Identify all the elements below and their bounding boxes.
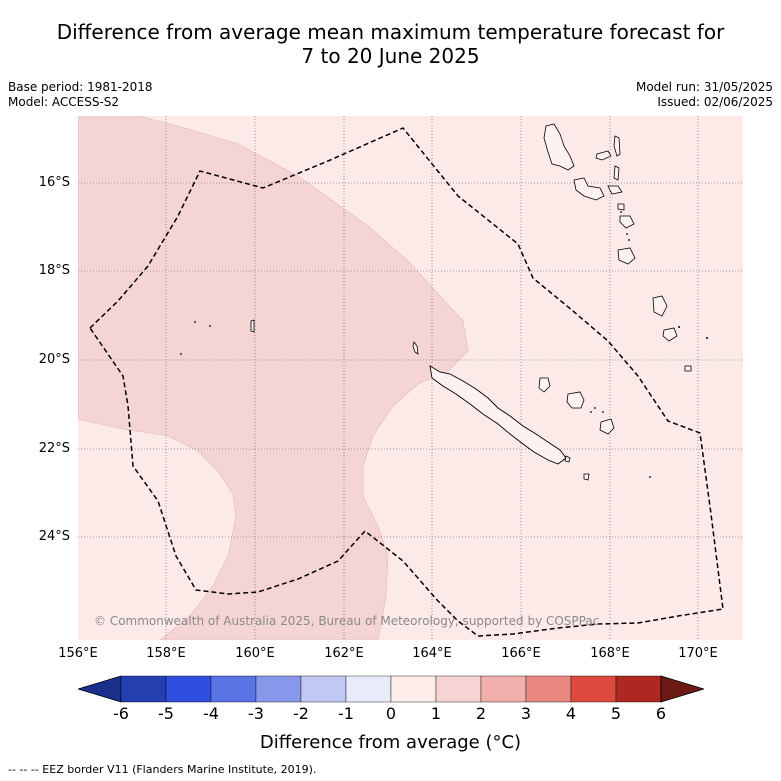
efate-island — [619, 215, 635, 229]
meta-right: Model run: 31/05/2025 Issued: 02/06/2025 — [636, 80, 773, 110]
southern-islet-3 — [649, 476, 651, 478]
colorbar-tick-label: 3 — [520, 704, 532, 723]
colorbar-tick-label: 2 — [475, 704, 487, 723]
colorbar-segment — [210, 675, 257, 703]
colorbar-tick-label: -2 — [293, 704, 309, 723]
eez-border — [89, 127, 724, 637]
vanuatu-islet-2 — [626, 233, 628, 235]
lat-label-24s: 24°S — [38, 529, 70, 544]
ambrym-island — [607, 185, 623, 195]
colorbar-segment — [525, 675, 572, 703]
colorbar-extend-high — [660, 675, 706, 703]
map-panel: © Commonwealth of Australia 2025, Bureau… — [77, 115, 743, 641]
chart-title-line1: Difference from average mean maximum tem… — [56, 20, 725, 44]
ouvea-island — [538, 377, 551, 393]
gridlines — [78, 116, 743, 640]
colorbar-segment — [480, 675, 527, 703]
model-run-label: Model run: 31/05/2025 — [635, 80, 773, 94]
colorbar-tick-label: 6 — [655, 704, 667, 723]
lon-label-170e: 170°E — [678, 646, 718, 661]
colorbar-segment — [345, 675, 392, 703]
maewo-island — [613, 135, 621, 157]
colorbar-segment — [165, 675, 212, 703]
isle-of-pines — [564, 455, 571, 463]
tanna-island — [652, 295, 668, 317]
hunter-dot — [706, 337, 708, 339]
lat-label-20s: 20°S — [38, 352, 70, 367]
chesterfield-dot-1 — [194, 321, 196, 323]
aneityum-island — [662, 327, 678, 342]
issued-label: Issued: 02/06/2025 — [657, 95, 773, 109]
lat-label-16s: 16°S — [38, 175, 70, 190]
colorbar-tick-label: 0 — [385, 704, 397, 723]
colorbar-tick-label: -4 — [203, 704, 219, 723]
colorbar-tick-label: -3 — [248, 704, 264, 723]
walpole-island — [583, 473, 590, 481]
colorbar-segment — [120, 675, 167, 703]
copyright-watermark: © Commonwealth of Australia 2025, Bureau… — [94, 614, 600, 628]
colorbar-extend-low — [76, 675, 122, 703]
model-label: Model: ACCESS-S2 — [8, 95, 120, 109]
anomaly-region-1-2 — [77, 115, 469, 641]
lon-label-166e: 166°E — [501, 646, 541, 661]
colorbar-segment — [570, 675, 617, 703]
malekula-island — [573, 177, 605, 201]
matthew-island — [684, 365, 692, 372]
colorbar-segment — [390, 675, 437, 703]
belep-islands — [412, 341, 419, 355]
meta-left: Base period: 1981-2018 Model: ACCESS-S2 — [8, 80, 153, 110]
lat-label-18s: 18°S — [38, 263, 70, 278]
colorbar-tick-label: 1 — [430, 704, 442, 723]
chesterfield-dot-2 — [209, 325, 211, 327]
loyalty-islet-1 — [594, 407, 596, 409]
vanuatu-islet-1 — [620, 211, 622, 213]
colorbar-segment — [615, 675, 662, 703]
vanuatu-islet-3 — [628, 239, 630, 241]
pentecost-island — [613, 165, 620, 181]
chart-title-line2: 7 to 20 June 2025 — [301, 44, 480, 68]
eez-footnote: -- -- -- EEZ border V11 (Flanders Marine… — [8, 763, 317, 776]
southern-islet-1 — [590, 411, 592, 413]
lon-label-162e: 162°E — [324, 646, 364, 661]
colorbar-segment — [255, 675, 302, 703]
ambae-island — [595, 150, 612, 161]
chesterfield-dot-3 — [180, 353, 182, 355]
base-period-label: Base period: 1981-2018 — [8, 80, 153, 94]
southern-islet-2 — [602, 411, 604, 413]
colorbar-svg — [76, 675, 706, 703]
lat-label-22s: 22°S — [38, 441, 70, 456]
lon-label-156e: 156°E — [58, 646, 98, 661]
chesterfield-islet — [250, 319, 255, 333]
lon-label-168e: 168°E — [590, 646, 630, 661]
colorbar-tick-label: -1 — [338, 704, 354, 723]
lifou-island — [566, 391, 585, 409]
erromango-island — [617, 247, 636, 265]
mare-island — [599, 418, 615, 435]
lon-label-164e: 164°E — [412, 646, 452, 661]
colorbar — [76, 674, 706, 704]
colorbar-segment — [435, 675, 482, 703]
map-svg — [77, 115, 743, 641]
colorbar-tick-label: 5 — [610, 704, 622, 723]
colorbar-segment — [300, 675, 347, 703]
colorbar-tick-label: -6 — [113, 704, 129, 723]
colorbar-tick-label: 4 — [565, 704, 577, 723]
lon-label-158e: 158°E — [146, 646, 186, 661]
colorbar-title: Difference from average (°C) — [259, 732, 522, 753]
colorbar-tick-label: -5 — [158, 704, 174, 723]
lon-label-160e: 160°E — [235, 646, 275, 661]
futuna-dot — [678, 326, 680, 328]
espiritu-santo-island — [543, 123, 575, 171]
epi-island — [617, 203, 625, 211]
